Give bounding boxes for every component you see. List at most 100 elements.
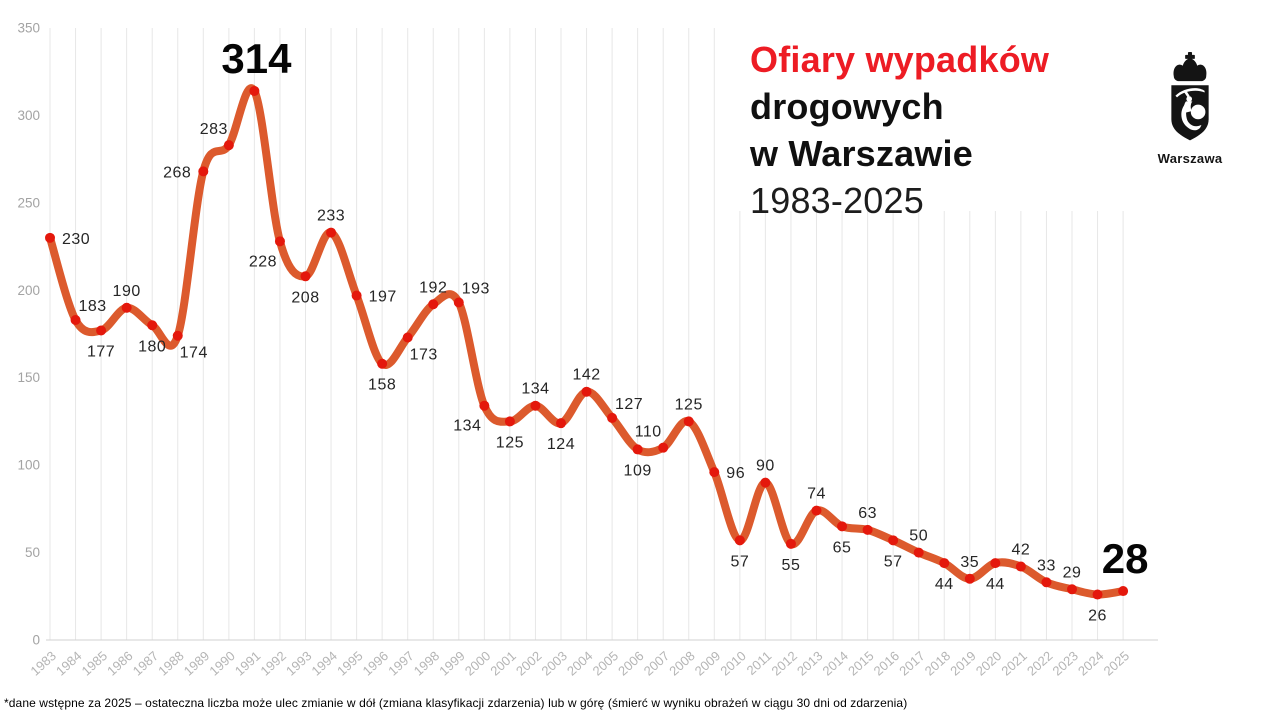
value-label-2008: 125: [675, 396, 703, 413]
x-tick-label: 1998: [411, 648, 443, 678]
value-label-2000: 134: [453, 418, 481, 435]
data-point-2018: [939, 558, 950, 569]
value-label-2013: 74: [807, 486, 826, 503]
value-label-2007: 110: [635, 424, 662, 441]
value-label-2003: 124: [547, 436, 575, 453]
data-point-1985: [96, 325, 107, 336]
value-label-1999: 193: [462, 281, 490, 298]
data-point-2019: [964, 573, 975, 584]
x-tick-label: 2020: [973, 648, 1005, 678]
data-point-2025: [1118, 586, 1129, 597]
x-tick-label: 1992: [257, 648, 289, 678]
value-label-1985: 177: [87, 344, 115, 361]
x-tick-label: 2019: [947, 648, 979, 678]
x-tick-label: 1985: [79, 648, 111, 678]
logo-caption: Warszawa: [1157, 151, 1223, 166]
x-tick-label: 2009: [692, 648, 724, 678]
x-tick-label: 2001: [487, 648, 519, 678]
x-tick-label: 2025: [1101, 648, 1133, 678]
chart-title-line3: w Warszawie: [750, 133, 973, 174]
data-point-2021: [1015, 561, 1026, 572]
x-tick-label: 1989: [181, 648, 213, 678]
x-tick-label: 2010: [717, 648, 749, 678]
x-tick-label: 2024: [1075, 648, 1107, 678]
data-point-1997: [402, 332, 413, 343]
x-tick-label: 2023: [1049, 648, 1081, 678]
value-label-2004: 142: [572, 367, 600, 384]
value-label-1986: 190: [113, 283, 141, 300]
data-point-1994: [326, 227, 337, 238]
x-tick-label: 2004: [564, 648, 596, 678]
x-tick-label: 2016: [871, 648, 903, 678]
x-tick-label: 1983: [27, 648, 59, 678]
data-point-2007: [658, 442, 669, 453]
warsaw-logo: Warszawa: [1150, 52, 1230, 166]
x-tick-label: 2012: [768, 648, 800, 678]
data-point-2010: [734, 535, 745, 546]
x-tick-label: 1991: [232, 648, 264, 678]
value-label-2014: 65: [833, 539, 852, 556]
data-point-1992: [274, 236, 285, 247]
data-point-2023: [1067, 584, 1077, 595]
data-point-2008: [683, 416, 694, 427]
data-point-2024: [1092, 589, 1103, 600]
x-tick-label: 2017: [896, 648, 928, 678]
x-tick-label: 2006: [615, 648, 647, 678]
data-point-2000: [479, 400, 490, 411]
x-tick-label: 1986: [104, 648, 136, 678]
x-tick-label: 2003: [538, 648, 570, 678]
data-point-1989: [198, 166, 209, 177]
data-point-1990: [223, 140, 234, 151]
data-point-2014: [837, 521, 848, 532]
data-point-2020: [990, 558, 1001, 569]
big-value-label-2025: 28: [1102, 535, 1149, 582]
x-tick-label: 1987: [130, 648, 162, 678]
data-point-2005: [607, 412, 618, 423]
y-tick-label: 300: [17, 108, 40, 123]
value-label-1993: 208: [291, 289, 319, 306]
value-label-2024: 26: [1088, 608, 1107, 625]
y-tick-label: 350: [17, 21, 40, 36]
value-label-2010: 57: [730, 553, 749, 570]
value-label-1998: 192: [419, 279, 447, 296]
big-value-label-1991: 314: [221, 35, 292, 82]
title-block: Ofiary wypadków drogowych w Warszawie 19…: [735, 0, 1245, 221]
y-tick-label: 200: [17, 283, 40, 298]
x-tick-label: 2008: [666, 648, 698, 678]
x-tick-label: 2002: [513, 648, 545, 678]
value-label-2005: 127: [615, 396, 643, 413]
data-point-2009: [709, 467, 720, 478]
y-tick-label: 250: [17, 195, 40, 210]
data-point-1999: [453, 297, 464, 308]
x-tick-label: 1988: [155, 648, 187, 678]
x-tick-label: 1996: [360, 648, 392, 678]
data-point-2016: [888, 535, 899, 546]
x-tick-label: 2021: [998, 648, 1030, 678]
y-tick-label: 50: [25, 545, 40, 560]
value-label-2006: 109: [624, 462, 652, 479]
x-tick-label: 1984: [53, 648, 85, 678]
y-tick-label: 150: [17, 370, 40, 385]
value-label-1984: 183: [78, 298, 106, 315]
data-point-2002: [530, 400, 541, 411]
data-point-2001: [504, 416, 515, 427]
data-point-1998: [428, 299, 439, 310]
value-label-2023: 29: [1063, 564, 1082, 581]
data-point-2015: [862, 524, 873, 535]
value-label-1989: 268: [163, 164, 191, 181]
x-tick-label: 1995: [334, 648, 366, 678]
chart-title-years: 1983-2025: [750, 180, 924, 221]
x-tick-label: 2022: [1024, 648, 1056, 678]
value-label-1987: 180: [138, 338, 166, 355]
data-point-1993: [300, 271, 311, 282]
data-point-2022: [1041, 577, 1052, 588]
value-label-2011: 90: [756, 458, 775, 475]
data-point-2006: [632, 444, 643, 455]
value-label-1988: 174: [180, 345, 208, 362]
value-label-2021: 42: [1012, 542, 1031, 559]
data-point-2012: [785, 538, 796, 549]
value-label-2002: 134: [521, 381, 549, 398]
footnote: *dane wstępne za 2025 – ostateczna liczb…: [4, 696, 908, 710]
value-label-1996: 158: [368, 377, 396, 394]
